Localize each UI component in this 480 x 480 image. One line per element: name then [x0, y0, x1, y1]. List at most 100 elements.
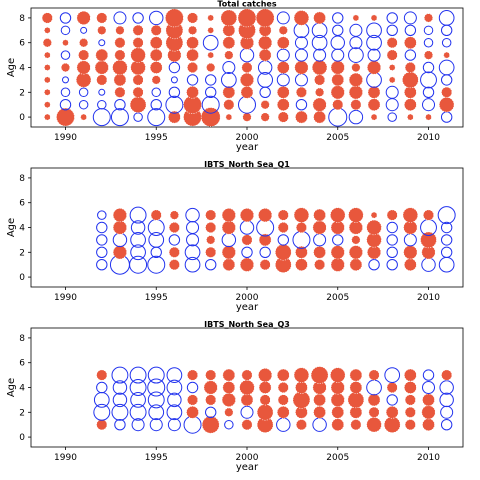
panel-1-positive-residual-bubble [75, 72, 92, 88]
panel-1-negative-residual-bubble [348, 47, 364, 63]
panel-3-negative-residual-bubble [148, 404, 165, 421]
panel-3-positive-residual-bubble [256, 416, 274, 433]
panel-1-positive-residual-bubble [258, 48, 272, 62]
panel-2-positive-residual-bubble [313, 208, 326, 222]
panel-1-positive-residual-bubble [352, 14, 360, 22]
panel-1-y-tick-label: 4 [19, 64, 25, 74]
panel-1-positive-residual-bubble [132, 37, 144, 49]
panel-1-negative-residual-bubble [257, 72, 274, 88]
panel-1-negative-residual-bubble [98, 88, 106, 96]
panel-3-positive-residual-bubble [277, 394, 289, 406]
panel-1-positive-residual-bubble [165, 8, 184, 28]
panel-1-negative-residual-bubble [422, 61, 435, 74]
panel-1-negative-residual-bubble [404, 24, 417, 37]
panel-1-negative-residual-bubble [422, 86, 435, 98]
panel-1-positive-residual-bubble [242, 112, 252, 122]
panel-3-negative-residual-bubble [366, 379, 382, 396]
panel-1-x-tick-label: 2000 [236, 133, 259, 143]
panel-3-positive-residual-bubble [292, 391, 311, 409]
panel-3-positive-residual-bubble [404, 419, 416, 431]
panel-1-positive-residual-bubble [96, 12, 108, 24]
panel-1-positive-residual-bubble [56, 107, 75, 127]
panel-2-negative-residual-bubble [97, 210, 107, 220]
panel-1-negative-residual-bubble [60, 50, 71, 60]
panel-1-x-tick-label: 1990 [54, 133, 77, 143]
panel-1-y-tick-label: 2 [19, 88, 25, 98]
panel-1-negative-residual-bubble [295, 98, 308, 111]
panel-3-y-tick-label: 6 [19, 359, 25, 369]
panel-3-negative-residual-bubble [167, 418, 181, 432]
panel-3-negative-residual-bubble [147, 366, 165, 384]
panel-1-positive-residual-bubble [76, 10, 91, 25]
panel-3-title: IBTS_North Sea_Q3 [204, 320, 290, 329]
panel-1-positive-residual-bubble [331, 73, 345, 87]
panel-3-positive-residual-bubble [239, 379, 255, 396]
panel-1-negative-residual-bubble [438, 59, 455, 76]
panel-3-positive-residual-bubble [383, 416, 401, 433]
panel-3-positive-residual-bubble [187, 394, 199, 406]
panel-1-y-tick-label: 6 [19, 39, 25, 49]
panel-2-negative-residual-bubble [184, 256, 201, 273]
panel-3-positive-residual-bubble [310, 366, 329, 384]
panel-1-negative-residual-bubble [328, 107, 348, 127]
panel-1-negative-residual-bubble [313, 48, 327, 62]
panel-1-positive-residual-bubble [44, 27, 51, 34]
panel-1-negative-residual-bubble [113, 11, 127, 25]
panel-3-negative-residual-bubble [422, 369, 435, 381]
panel-3-negative-residual-bubble [112, 392, 128, 408]
panel-3-positive-residual-bubble [331, 405, 345, 419]
panel-3-negative-residual-bubble [440, 405, 454, 419]
panel-2-positive-residual-bubble [295, 222, 307, 234]
panel-3-positive-residual-bubble [293, 367, 310, 383]
panel-3-positive-residual-bubble [349, 368, 363, 382]
panel-2-negative-residual-bubble [221, 232, 237, 248]
panel-1-negative-residual-bubble [276, 73, 290, 87]
panel-2-positive-residual-bubble [112, 220, 127, 235]
panel-2-negative-residual-bubble [241, 246, 253, 258]
panel-3-positive-residual-bubble [276, 368, 290, 382]
panel-1-positive-residual-bubble [260, 100, 270, 110]
panel-1-positive-residual-bubble [97, 25, 107, 35]
panel-3-negative-residual-bubble [93, 392, 110, 408]
panel-1-positive-residual-bubble [149, 36, 163, 50]
panel-1-x-tick-label: 2005 [326, 133, 349, 143]
panel-2-positive-residual-bubble [330, 245, 345, 260]
panel-2-positive-residual-bubble [168, 259, 180, 271]
panel-1-negative-residual-bubble [422, 98, 436, 112]
panel-2-positive-residual-bubble [275, 256, 292, 273]
panel-1-negative-residual-bubble [311, 34, 328, 51]
panel-2-negative-residual-bubble [292, 230, 311, 249]
panel-2-negative-residual-bubble [437, 206, 456, 225]
panel-2-negative-residual-bubble [186, 233, 200, 247]
panel-1-positive-residual-bubble [42, 38, 52, 48]
panel-2-positive-residual-bubble [221, 208, 236, 223]
panel-1-positive-residual-bubble [404, 36, 417, 50]
panel-2-negative-residual-bubble [148, 232, 165, 248]
panel-2-y-tick-label: 6 [19, 199, 25, 209]
panel-3-positive-residual-bubble [241, 419, 253, 431]
panel-1-negative-residual-bubble [168, 61, 181, 74]
panel-1-positive-residual-bubble [149, 61, 163, 74]
panel-1-positive-residual-bubble [168, 110, 181, 124]
panel-2-negative-residual-bubble [96, 258, 108, 271]
panel-2-negative-residual-bubble [440, 234, 453, 246]
panel-1-positive-residual-bubble [276, 36, 290, 50]
panel-1-positive-residual-bubble [44, 88, 51, 96]
panel-3-y-tick-label: 4 [19, 384, 25, 394]
panel-1-x-tick-label: 2010 [417, 133, 440, 143]
panel-2-positive-residual-bubble [403, 245, 418, 260]
panel-3-positive-residual-bubble [347, 391, 365, 409]
panel-1-negative-residual-bubble [80, 26, 88, 34]
panel-1-positive-residual-bubble [332, 99, 344, 111]
panel-3-positive-residual-bubble [221, 392, 236, 407]
panel-2-negative-residual-bubble [168, 234, 181, 246]
panel-2-title: IBTS_North Sea_Q1 [204, 160, 290, 169]
panel-2-positive-residual-bubble [239, 257, 255, 272]
panel-1-negative-residual-bubble [404, 49, 417, 61]
panel-1-negative-residual-bubble [331, 48, 345, 62]
panel-2-positive-residual-bubble [112, 245, 127, 260]
panel-2-negative-residual-bubble [259, 246, 271, 258]
panel-2-positive-residual-bubble [259, 259, 271, 271]
panel-1-positive-residual-bubble [367, 98, 381, 111]
panel-1-x-axis-label: year [236, 142, 259, 153]
